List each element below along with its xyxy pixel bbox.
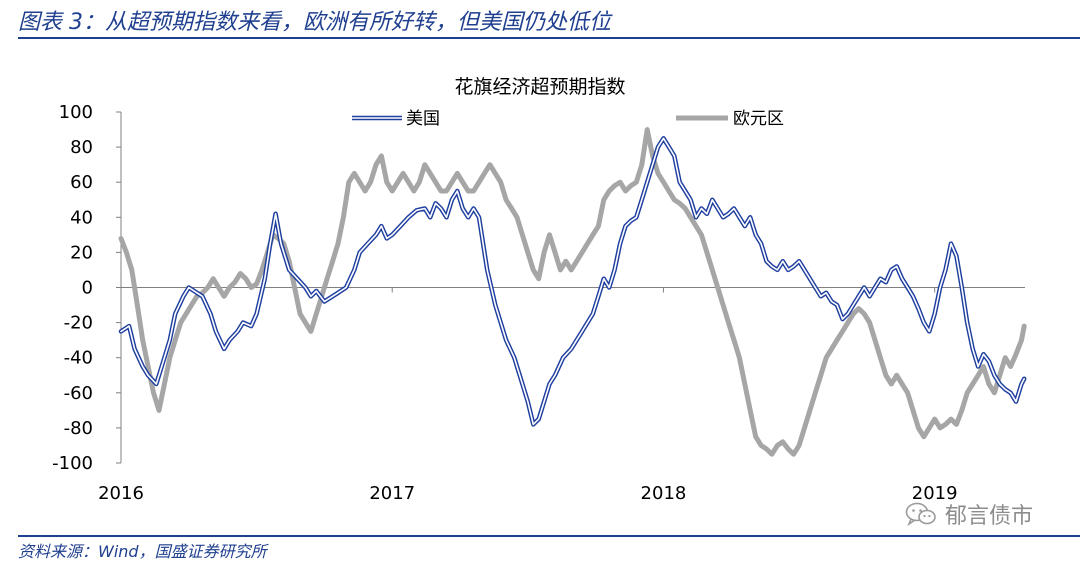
series-line-euro xyxy=(118,127,1027,457)
figure-header: 图表 3：从超预期指数来看，欧洲有所好转，但美国仍处低位 xyxy=(0,0,1080,40)
y-tick-label: -40 xyxy=(64,348,93,369)
footer-divider xyxy=(18,535,1080,537)
watermark-text: 郁言债市 xyxy=(945,504,1034,529)
x-tick-label: 2016 xyxy=(98,483,144,504)
y-tick-label: 100 xyxy=(59,102,93,123)
y-tick-label: -60 xyxy=(64,383,93,404)
source-note: 资料来源：Wind，国盛证券研究所 xyxy=(18,542,267,561)
figure-title: 图表 3：从超预期指数来看，欧洲有所好转，但美国仍处低位 xyxy=(18,10,611,35)
y-tick-label: -80 xyxy=(64,418,93,439)
chart-title: 花旗经济超预期指数 xyxy=(454,76,625,98)
watermark: 郁言债市 xyxy=(905,498,1033,530)
y-tick-label: 20 xyxy=(70,242,93,263)
title-divider xyxy=(18,37,1080,39)
x-tick-label: 2017 xyxy=(369,483,415,504)
line-chart: 花旗经济超预期指数 100806040200-20-40-60-80-10020… xyxy=(52,76,1027,504)
y-tick-label: 0 xyxy=(82,278,93,299)
x-tick-label: 2019 xyxy=(912,483,958,504)
series-layer xyxy=(118,127,1027,457)
series-line-us-inner xyxy=(120,137,1025,426)
x-tick-label: 2018 xyxy=(641,483,687,504)
legend-label-us: 美国 xyxy=(406,109,440,129)
chart-legend: 美国 欧元区 xyxy=(352,109,784,129)
y-tick-label: -100 xyxy=(52,453,93,474)
y-tick-label: 60 xyxy=(70,172,93,193)
y-tick-label: -20 xyxy=(64,313,93,334)
y-tick-label: 40 xyxy=(70,207,93,228)
legend-label-euro: 欧元区 xyxy=(733,109,784,129)
y-tick-label: 80 xyxy=(70,137,93,158)
wechat-icon xyxy=(905,502,936,527)
